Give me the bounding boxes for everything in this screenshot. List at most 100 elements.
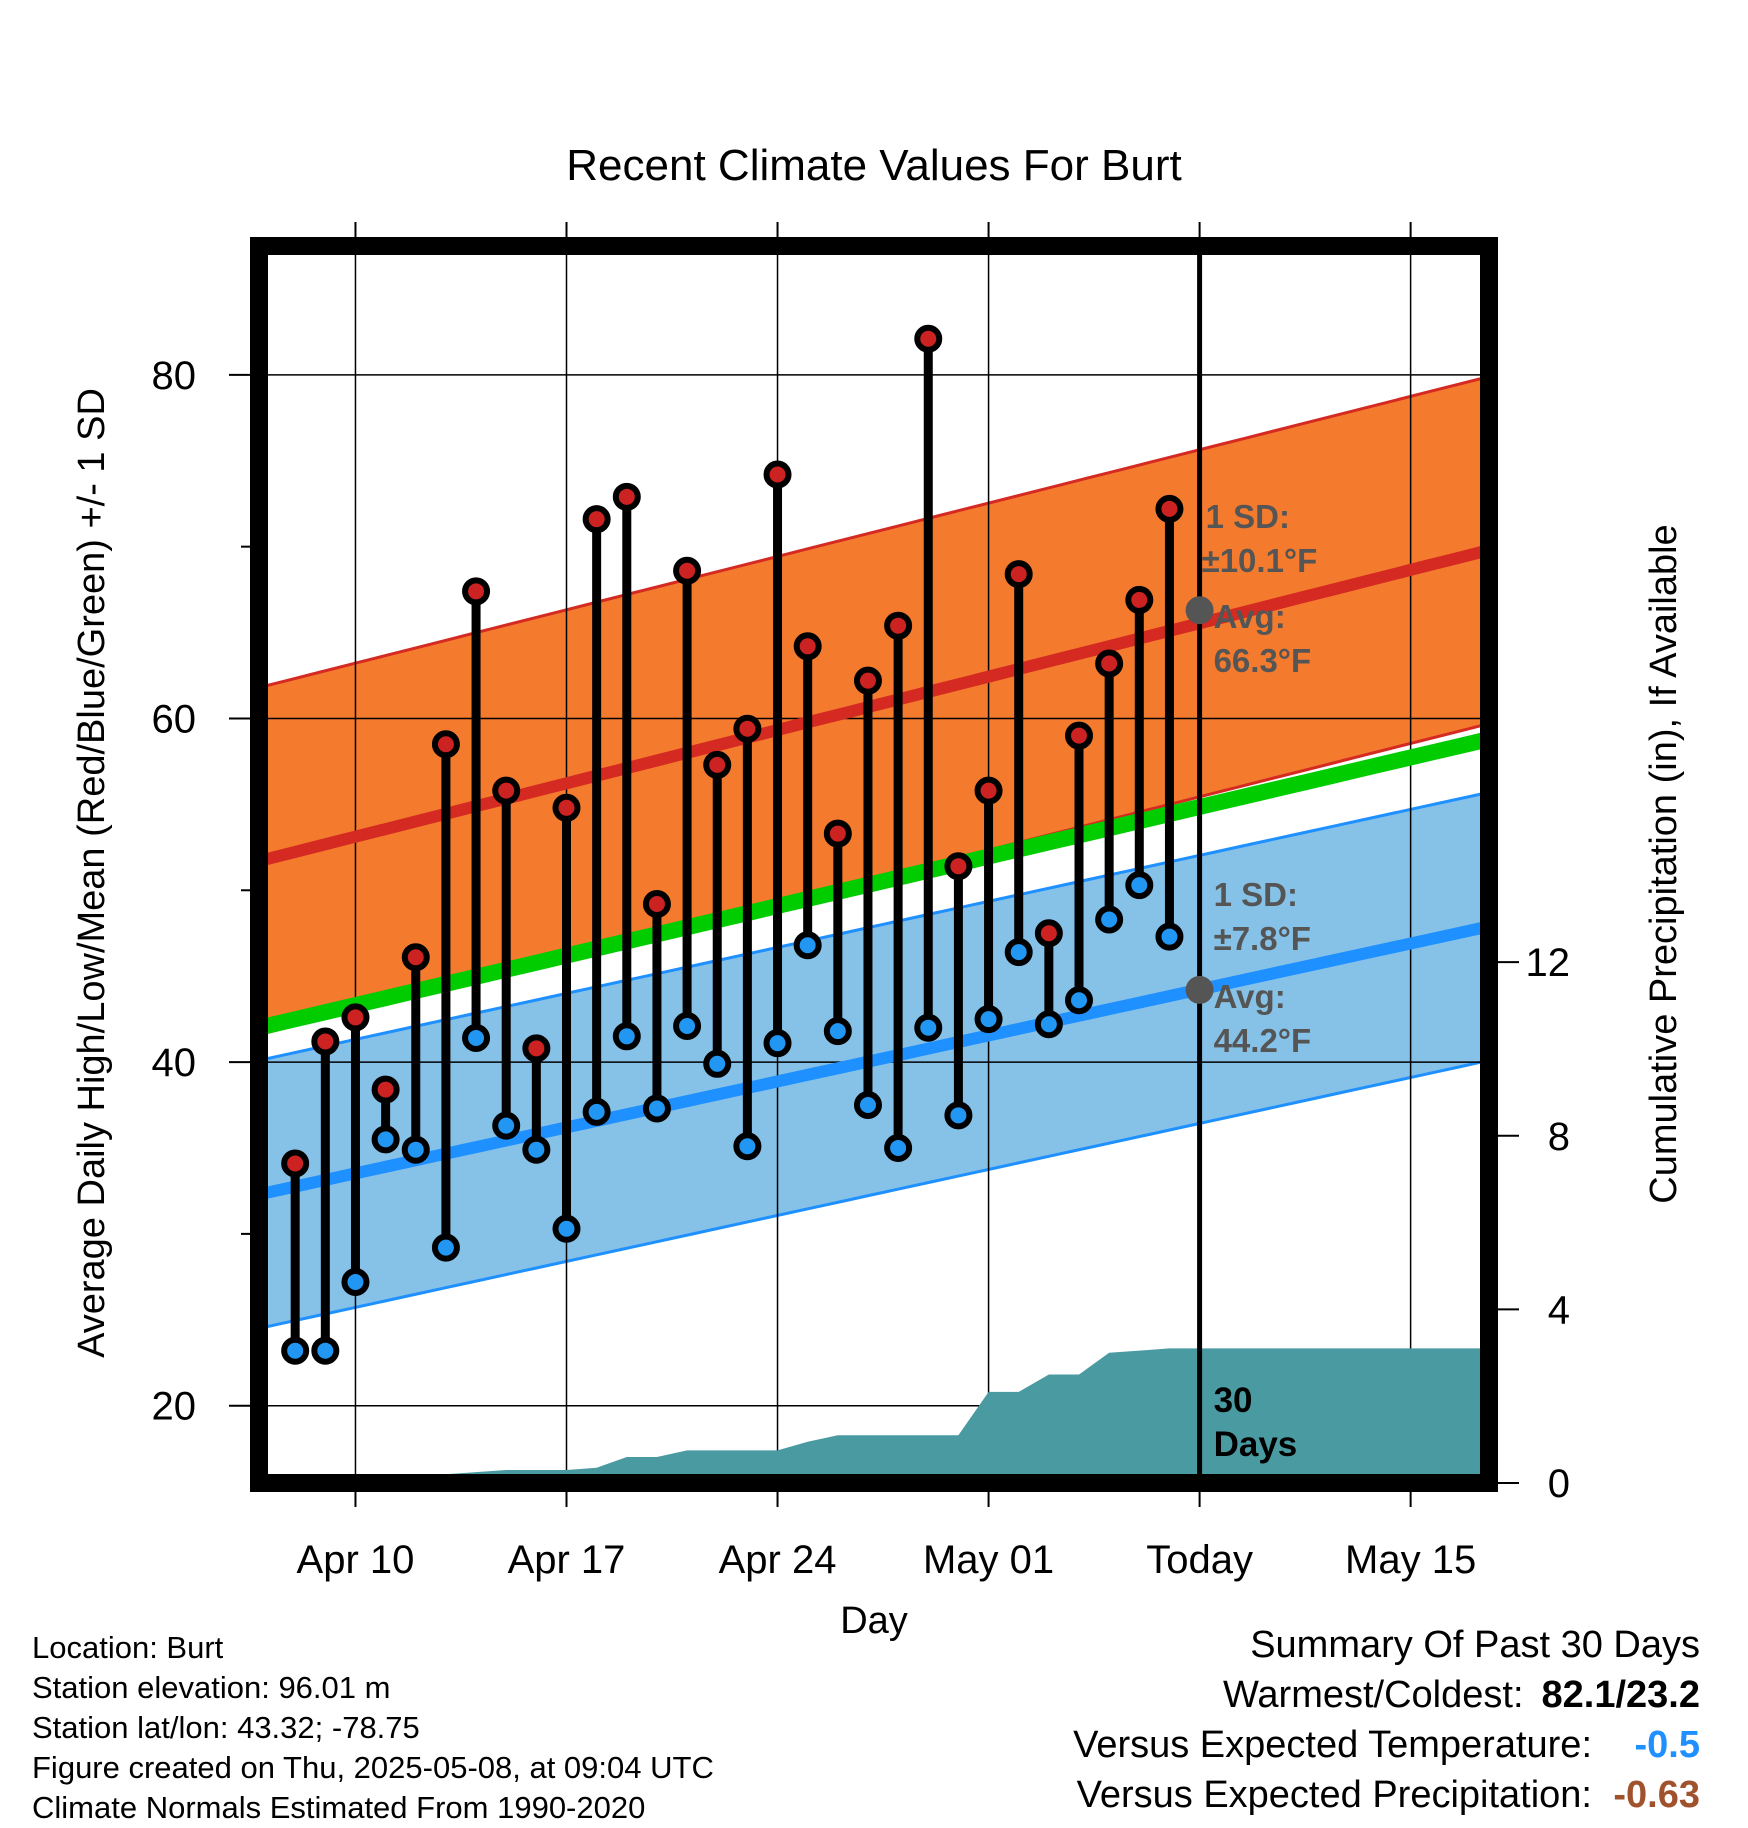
low-sd-band-lower-edge	[259, 1058, 1489, 1330]
axes: Apr 10 Apr 17 Apr 24 May 01 Today May 1520406…	[152, 222, 1571, 1582]
high-marker	[341, 1003, 370, 1032]
y-tick-label: 80	[152, 354, 197, 398]
y-tick-label: 40	[152, 1041, 197, 1085]
high-marker	[974, 776, 1003, 805]
precip-label: Versus Expected Precipitation:	[1076, 1774, 1592, 1816]
normals-text: Climate Normals Estimated From 1990-2020	[32, 1790, 646, 1825]
x-tick-label: May 15	[1345, 1538, 1476, 1582]
station-info: Location: Burt Station elevation: 96.01 …	[32, 1628, 714, 1828]
summary-temp-row: Versus Expected Temperature: -0.5	[1073, 1720, 1700, 1770]
precip-value: -0.63	[1613, 1774, 1700, 1816]
low-marker	[401, 1135, 430, 1164]
normal-high-line	[259, 544, 1489, 867]
temp-label: Versus Expected Temperature:	[1073, 1724, 1592, 1766]
plot-area: 1 SD: ±10.1°F Avg: 66.3°F 1 SD: ±7.8°F Avg: 44.…	[259, 246, 1489, 1483]
low-marker	[884, 1133, 913, 1162]
today-avg-low-marker	[1185, 975, 1214, 1004]
high-marker	[1125, 585, 1154, 614]
precip-days-word: Days	[1214, 1425, 1298, 1464]
high-sd-band-upper-edge	[259, 375, 1489, 689]
chart-title: Recent Climate Values For Burt	[566, 141, 1181, 190]
low-marker	[582, 1097, 611, 1126]
high-marker	[823, 819, 852, 848]
elevation-text: Station elevation: 96.01 m	[32, 1670, 391, 1705]
y2-tick-label: 12	[1526, 941, 1571, 985]
summary-panel: Summary Of Past 30 Days Warmest/Coldest:…	[1073, 1620, 1700, 1820]
low-marker	[763, 1029, 792, 1058]
high-marker	[371, 1075, 400, 1104]
low-marker	[522, 1135, 551, 1164]
normal-mean-line	[259, 731, 1489, 1036]
x-tick-label: Today	[1146, 1538, 1253, 1582]
warm-value: 82.1/23.2	[1541, 1674, 1700, 1716]
location-text: Location: Burt	[32, 1630, 224, 1665]
high-marker	[492, 776, 521, 805]
low-marker	[371, 1125, 400, 1154]
high-marker	[763, 460, 792, 489]
today-avg-high-marker	[1185, 596, 1214, 625]
high-marker	[1065, 721, 1093, 750]
summary-heading: Summary Of Past 30 Days	[1250, 1624, 1700, 1666]
low-marker	[281, 1336, 310, 1365]
high-marker	[431, 730, 460, 759]
summary-precip-row: Versus Expected Precipitation: -0.63	[1073, 1770, 1700, 1820]
y-axis-label: Average Daily High/Low/Mean (Red/Blue/Gr…	[71, 388, 113, 1358]
low-marker	[311, 1336, 340, 1365]
low-sd-label: 1 SD:	[1214, 876, 1298, 913]
low-marker	[1004, 938, 1033, 967]
high-marker	[853, 666, 882, 695]
high-marker	[914, 324, 943, 353]
high-marker	[642, 890, 671, 919]
high-marker	[1155, 494, 1184, 523]
low-marker	[853, 1091, 882, 1120]
normal-low-line	[259, 920, 1489, 1201]
high-marker	[311, 1027, 340, 1056]
y2-tick-label: 4	[1548, 1288, 1570, 1332]
created-text: Figure created on Thu, 2025-05-08, at 09…	[32, 1750, 714, 1785]
high-marker	[522, 1034, 551, 1063]
high-marker	[612, 482, 641, 511]
low-marker	[914, 1013, 943, 1042]
y-tick-label: 60	[152, 697, 197, 741]
precip-area	[265, 1348, 1489, 1483]
y2-tick-label: 8	[1548, 1115, 1570, 1159]
y2-tick-label: 0	[1548, 1462, 1570, 1506]
high-sd-value: ±10.1°F	[1202, 542, 1318, 579]
low-marker	[1065, 986, 1093, 1015]
low-marker	[673, 1011, 702, 1040]
low-marker	[944, 1101, 973, 1130]
high-marker	[1004, 560, 1033, 589]
warm-label: Warmest/Coldest:	[1222, 1674, 1524, 1716]
high-marker	[1034, 919, 1063, 948]
high-marker	[552, 793, 581, 822]
high-marker	[281, 1149, 310, 1178]
low-marker	[974, 1005, 1003, 1034]
low-marker	[1095, 905, 1124, 934]
low-marker	[733, 1132, 762, 1161]
plot-content: 1 SD: ±10.1°F Avg: 66.3°F 1 SD: ±7.8°F Avg: 44.…	[259, 246, 1489, 1483]
low-marker	[1155, 922, 1184, 951]
x-axis-label: Day	[840, 1600, 908, 1642]
low-avg-label: Avg:	[1214, 978, 1286, 1015]
high-avg-value: 66.3°F	[1214, 642, 1312, 679]
low-marker	[612, 1022, 641, 1051]
summary-warm-row: Warmest/Coldest: 82.1/23.2	[1073, 1670, 1700, 1720]
high-marker	[462, 577, 491, 606]
low-marker	[341, 1267, 370, 1296]
high-marker	[733, 714, 762, 743]
low-marker	[462, 1024, 491, 1053]
x-tick-label: Apr 10	[297, 1538, 415, 1582]
low-marker	[1125, 871, 1154, 900]
y-tick-label: 20	[152, 1385, 197, 1429]
high-marker	[582, 505, 611, 534]
temp-value: -0.5	[1634, 1724, 1700, 1766]
latlon-text: Station lat/lon: 43.32; -78.75	[32, 1710, 420, 1745]
low-marker	[1034, 1010, 1063, 1039]
precip-days-number: 30	[1214, 1381, 1253, 1420]
x-tick-label: Apr 17	[508, 1538, 626, 1582]
high-marker	[673, 556, 702, 585]
low-marker	[793, 931, 822, 960]
x-tick-label: Apr 24	[719, 1538, 837, 1582]
low-marker	[492, 1111, 521, 1140]
y2-axis-label: Cumulative Precipitation (in), If Availa…	[1643, 524, 1685, 1203]
